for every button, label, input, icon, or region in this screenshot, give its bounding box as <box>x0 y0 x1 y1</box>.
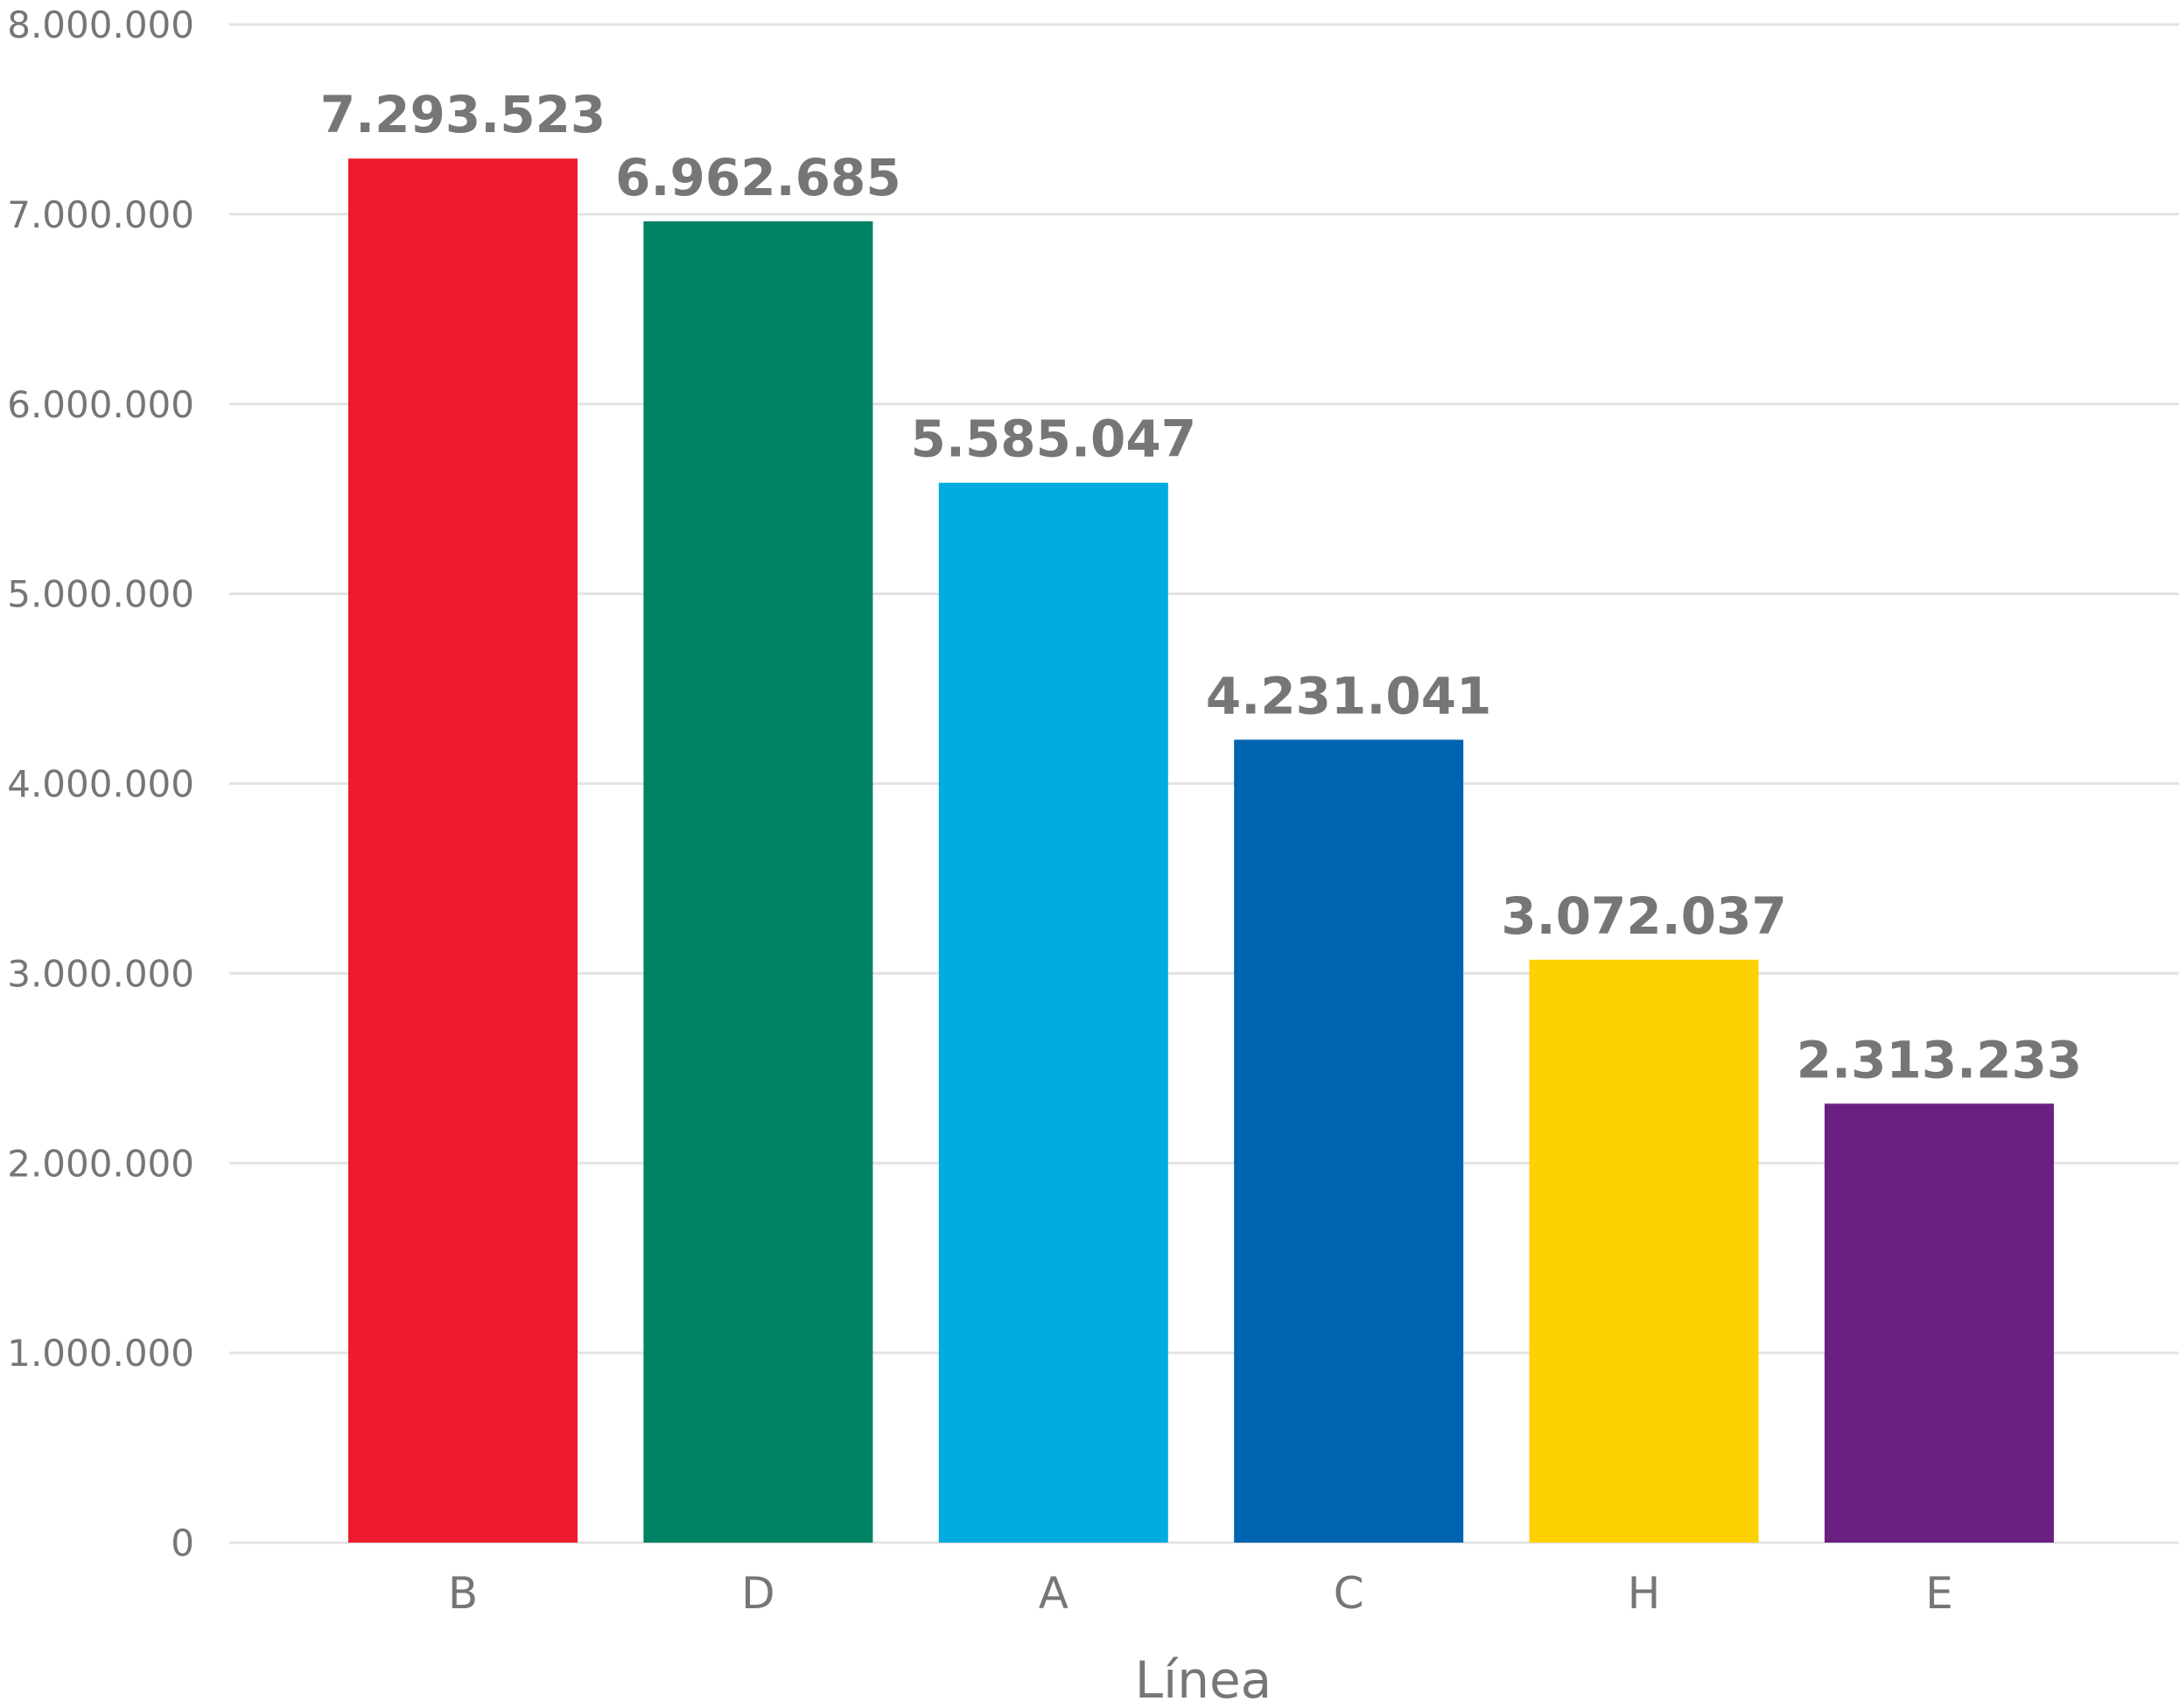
bar-d <box>643 220 873 1544</box>
y-tick-label: 2.000.000 <box>7 1142 194 1185</box>
bar-e <box>1825 1103 2054 1543</box>
x-tick-label: E <box>1925 1568 1953 1619</box>
data-label: 6.962.685 <box>615 148 901 207</box>
data-label: 3.072.037 <box>1501 886 1787 946</box>
data-label: 5.585.047 <box>911 410 1197 469</box>
bar-c <box>1234 739 1464 1543</box>
bars <box>348 158 2054 1544</box>
y-tick-label: 6.000.000 <box>7 383 194 426</box>
y-tick-label: 1.000.000 <box>7 1332 194 1375</box>
x-tick-label: H <box>1628 1568 1661 1619</box>
bar-a <box>938 482 1168 1543</box>
x-tick-label: B <box>448 1568 478 1619</box>
bar-b <box>348 158 578 1544</box>
y-tick-label: 3.000.000 <box>7 952 194 995</box>
x-tick-label: A <box>1039 1568 1068 1619</box>
data-label: 2.313.233 <box>1797 1030 2083 1089</box>
y-tick-label: 4.000.000 <box>7 763 194 806</box>
x-tick-label: C <box>1334 1568 1364 1619</box>
y-tick-label: 5.000.000 <box>7 573 194 616</box>
y-tick-label: 0 <box>171 1522 194 1564</box>
data-label: 4.231.041 <box>1206 666 1492 725</box>
y-tick-label: 7.000.000 <box>7 193 194 236</box>
x-axis-title: Línea <box>1135 1650 1272 1708</box>
data-label: 7.293.523 <box>320 85 606 144</box>
bar-h <box>1529 959 1759 1543</box>
y-axis-ticks: 0 1.000.000 2.000.000 3.000.000 4.000.000 5.0… <box>7 4 194 1564</box>
y-tick-label: 8.000.000 <box>7 4 194 46</box>
x-tick-label: D <box>741 1568 775 1619</box>
